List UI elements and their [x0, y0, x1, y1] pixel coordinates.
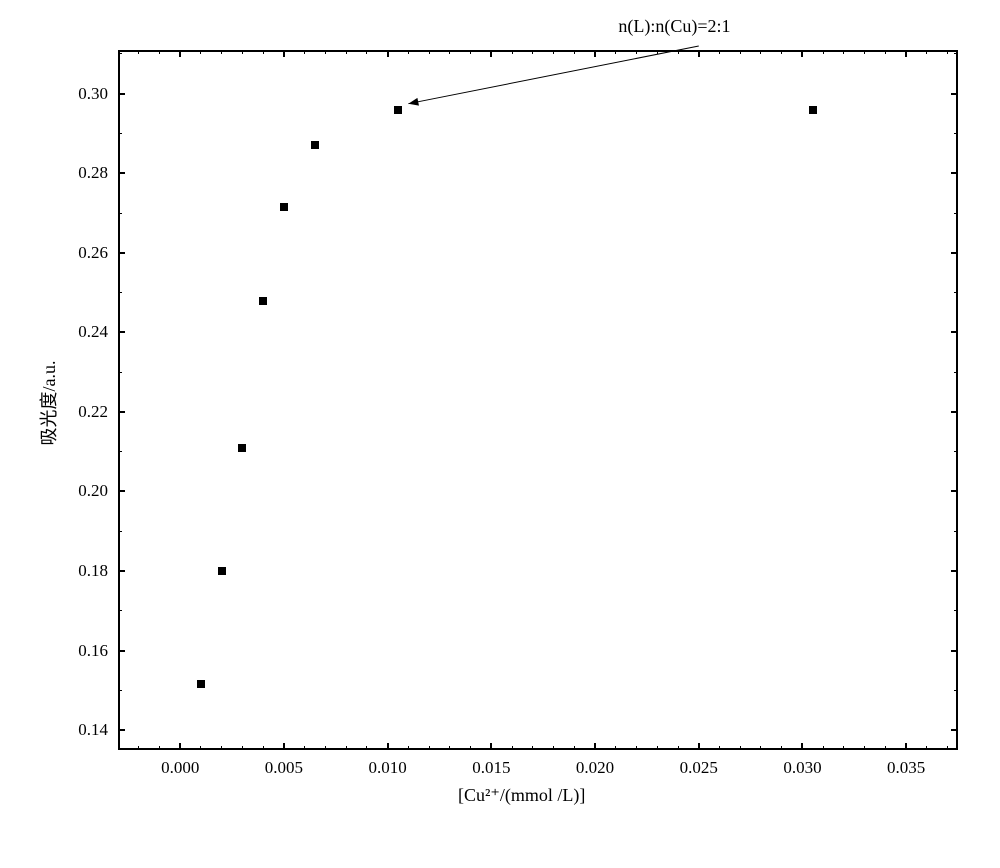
- annotation-text: n(L):n(Cu)=2:1: [618, 16, 730, 37]
- data-point: [218, 567, 226, 575]
- data-point: [311, 141, 319, 149]
- x-tick-label: 0.010: [369, 758, 407, 778]
- x-tick-label: 0.015: [472, 758, 510, 778]
- y-tick-label: 0.18: [78, 561, 108, 581]
- data-point: [394, 106, 402, 114]
- data-point: [280, 203, 288, 211]
- y-tick-label: 0.14: [78, 720, 108, 740]
- data-point: [197, 680, 205, 688]
- x-tick-label: 0.000: [161, 758, 199, 778]
- y-tick-label: 0.24: [78, 322, 108, 342]
- data-point: [238, 444, 246, 452]
- y-tick-label: 0.16: [78, 641, 108, 661]
- x-axis-label: [Cu²⁺/(mmol /L)]: [458, 785, 585, 806]
- y-tick-label: 0.22: [78, 402, 108, 422]
- y-tick-label: 0.26: [78, 243, 108, 263]
- y-tick-label: 0.28: [78, 163, 108, 183]
- data-point: [809, 106, 817, 114]
- y-tick-label: 0.20: [78, 481, 108, 501]
- y-tick-label: 0.30: [78, 84, 108, 104]
- x-tick-label: 0.035: [887, 758, 925, 778]
- x-tick-label: 0.020: [576, 758, 614, 778]
- data-point: [259, 297, 267, 305]
- plot-area: [118, 50, 958, 750]
- x-tick-label: 0.025: [680, 758, 718, 778]
- y-axis-label: 吸光度/a.u.: [35, 353, 61, 453]
- x-tick-label: 0.005: [265, 758, 303, 778]
- x-tick-label: 0.030: [783, 758, 821, 778]
- figure: 0.000 0.005 0.010 0.015 0.020 0.025 0.030 0.035…: [0, 0, 1000, 868]
